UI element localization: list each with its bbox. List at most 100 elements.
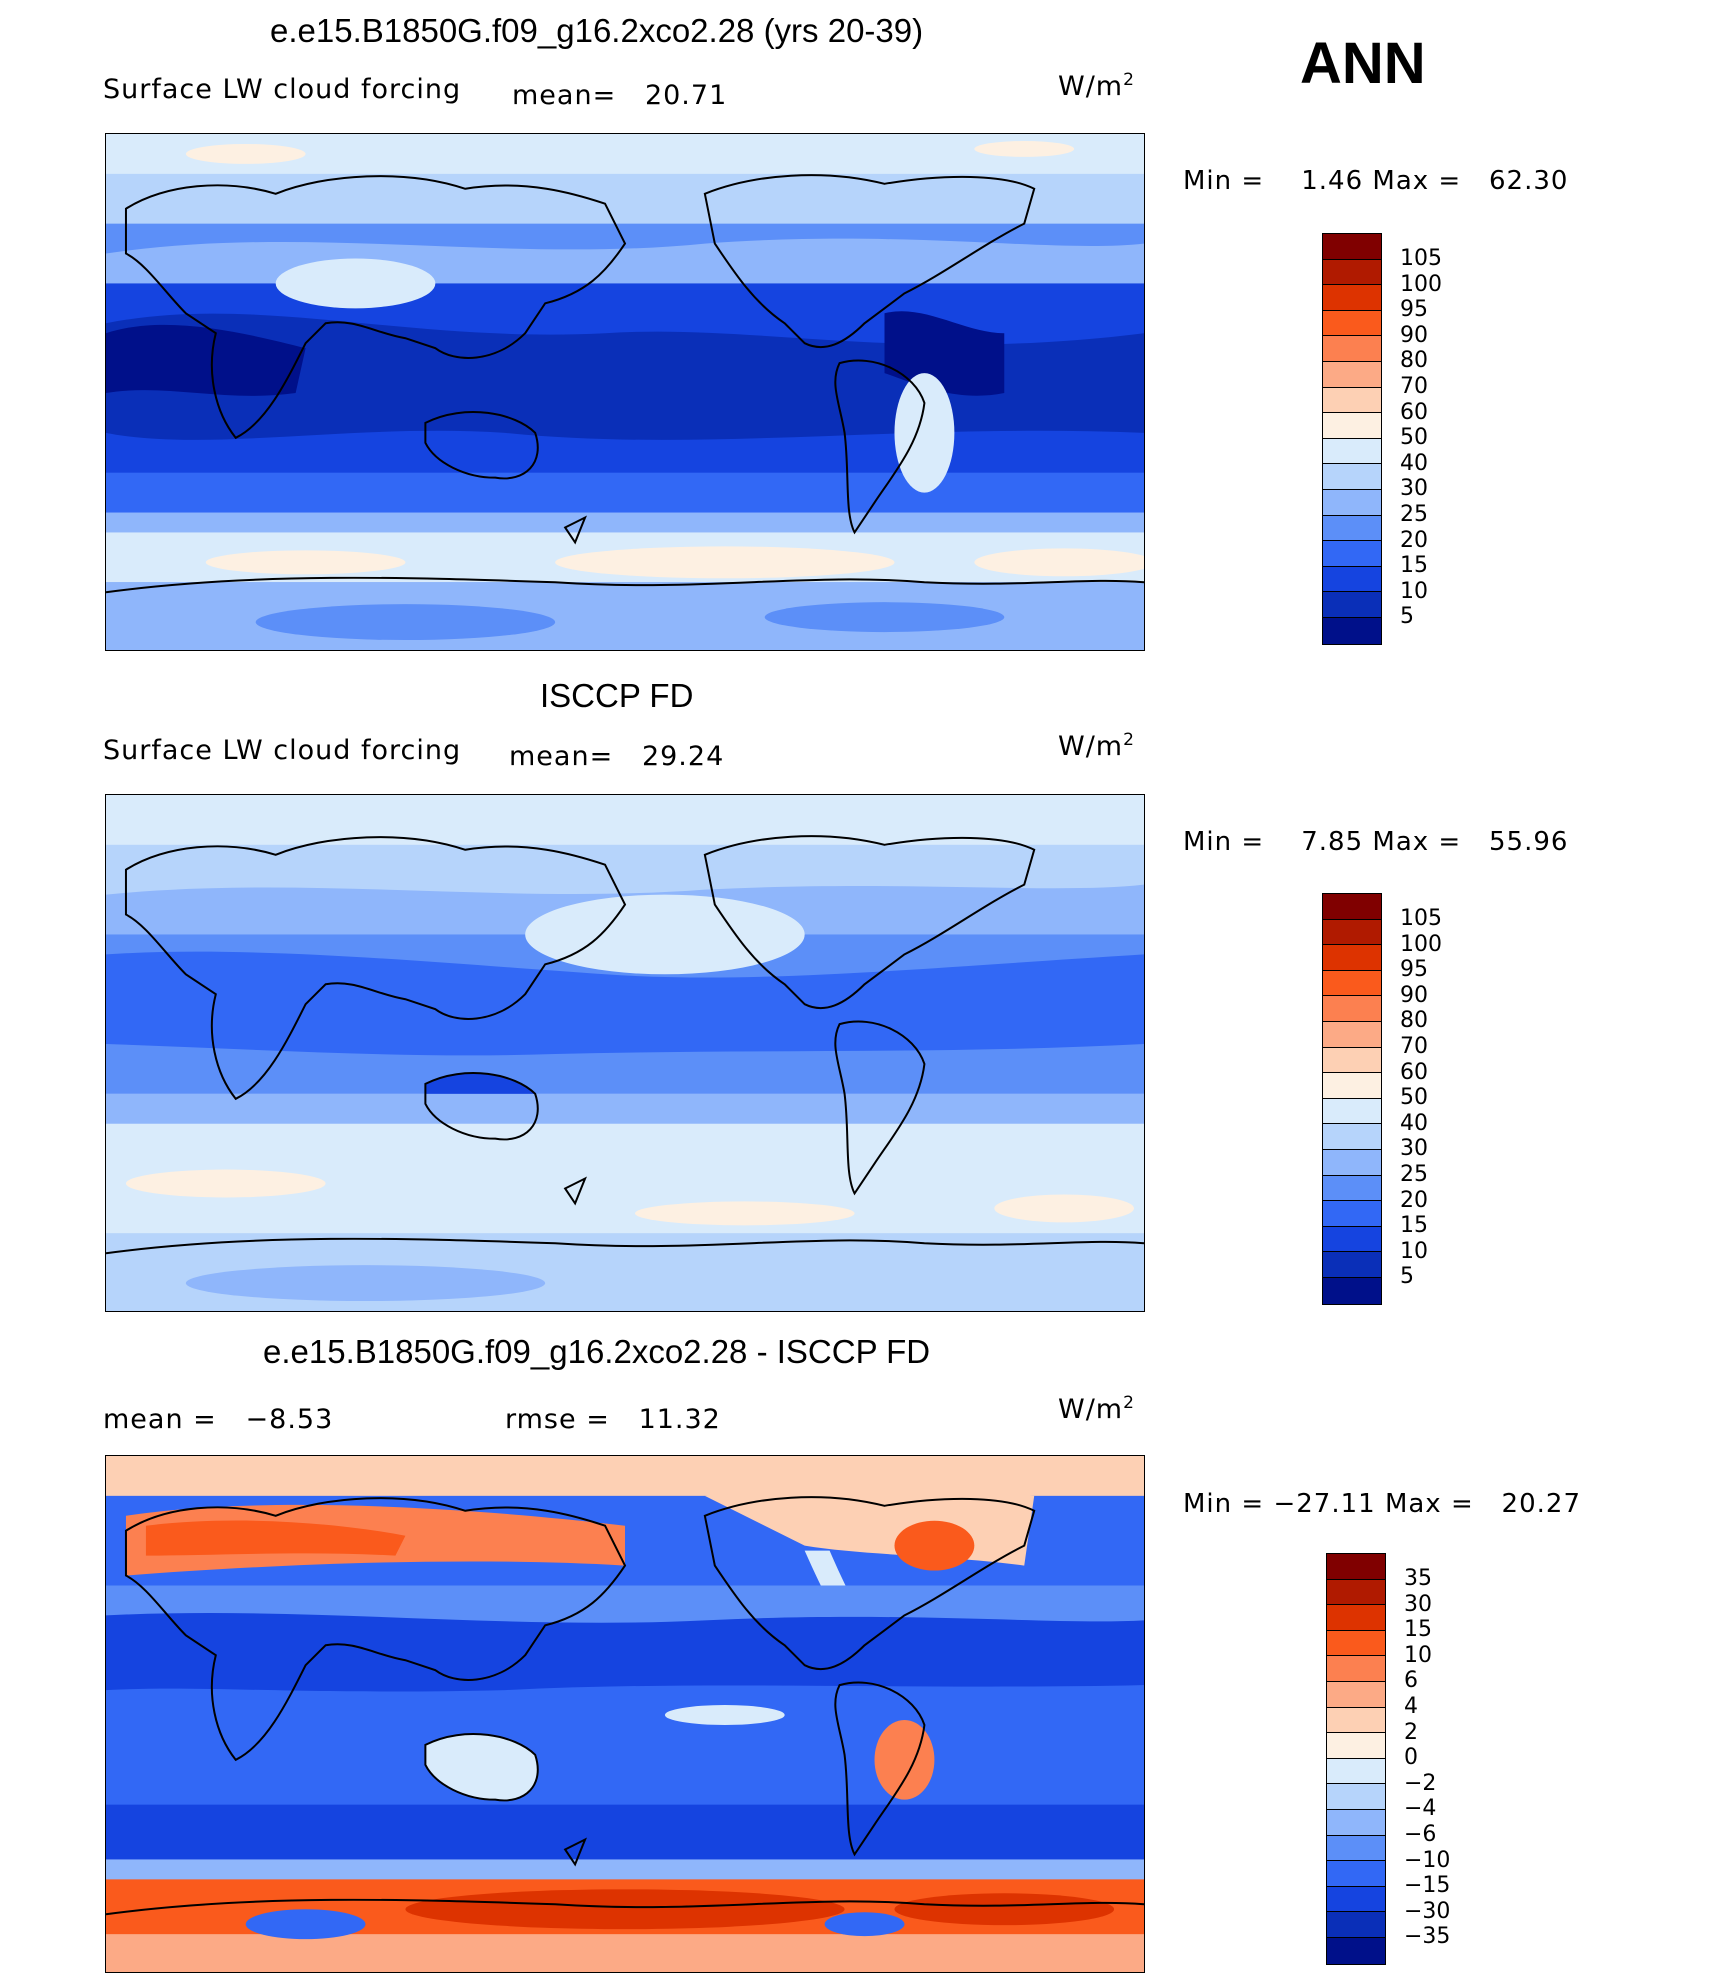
colorbar-level-label: 40 xyxy=(1400,450,1428,476)
colorbar-swatch xyxy=(1327,1861,1385,1887)
season-label: ANN xyxy=(1300,31,1426,96)
colorbar-level-label: 50 xyxy=(1400,425,1428,451)
panel2-minmax: Min = 7.85 Max = 55.96 xyxy=(1183,827,1569,857)
colorbar-level-label: 40 xyxy=(1400,1110,1428,1136)
colorbar-swatch xyxy=(1323,413,1381,439)
colorbar-swatch xyxy=(1323,1149,1381,1176)
colorbar-swatch xyxy=(1323,285,1381,311)
panel3-map xyxy=(105,1455,1145,1973)
colorbar-swatch xyxy=(1323,1073,1381,1099)
colorbar-swatch xyxy=(1323,1226,1381,1253)
panel3-rmse-value: 11.32 xyxy=(638,1404,721,1435)
colorbar-level-label: 0 xyxy=(1404,1745,1418,1771)
panel1-map-svg xyxy=(106,134,1144,650)
colorbar-swatch xyxy=(1327,1758,1385,1785)
colorbar-swatch xyxy=(1327,1835,1385,1862)
colorbar-swatch xyxy=(1327,1554,1385,1580)
colorbar-swatch xyxy=(1327,1605,1385,1631)
panel3-colorbar xyxy=(1326,1553,1386,1965)
colorbar-swatch xyxy=(1323,1277,1381,1304)
panel2-colorbar-labels: 105 100 95 90 80 70 60 50 40 30 25 20 15 10 5 xyxy=(1400,906,1442,1290)
colorbar-swatch xyxy=(1323,1124,1381,1150)
colorbar-swatch xyxy=(1323,1047,1381,1074)
panel2-colorbar xyxy=(1322,893,1382,1305)
colorbar-swatch xyxy=(1323,1175,1381,1202)
colorbar-swatch xyxy=(1323,919,1381,946)
panel3-rmse: rmse = 11.32 xyxy=(505,1404,721,1435)
colorbar-swatch xyxy=(1323,361,1381,388)
panel1-minmax: Min = 1.46 Max = 62.30 xyxy=(1183,166,1569,196)
colorbar-swatch xyxy=(1327,1707,1385,1734)
colorbar-level-label: −10 xyxy=(1404,1847,1451,1873)
colorbar-swatch xyxy=(1323,1252,1381,1278)
colorbar-swatch xyxy=(1327,1912,1385,1938)
colorbar-level-label: 30 xyxy=(1404,1591,1432,1617)
colorbar-swatch xyxy=(1323,617,1381,644)
colorbar-level-label: 60 xyxy=(1400,399,1428,425)
colorbar-level-label: 6 xyxy=(1404,1668,1418,1694)
panel3-mean: mean = −8.53 xyxy=(103,1404,334,1435)
colorbar-swatch xyxy=(1323,970,1381,997)
panel1-colorbar-labels: 105 100 95 90 80 70 60 50 40 30 25 20 15 10 5 xyxy=(1400,246,1442,630)
colorbar-level-label: 80 xyxy=(1400,348,1428,374)
panel3-map-svg xyxy=(106,1456,1144,1972)
panel2-map-svg xyxy=(106,795,1144,1311)
colorbar-swatch xyxy=(1327,1886,1385,1913)
colorbar-swatch xyxy=(1323,234,1381,260)
panel3-unit: W/m2 xyxy=(1058,1393,1135,1425)
colorbar-level-label: −30 xyxy=(1404,1898,1451,1924)
colorbar-level-label: 90 xyxy=(1400,982,1428,1008)
colorbar-level-label: −35 xyxy=(1404,1924,1451,1950)
colorbar-level-label: 50 xyxy=(1400,1085,1428,1111)
colorbar-level-label: 10 xyxy=(1400,578,1428,604)
colorbar-swatch xyxy=(1327,1937,1385,1964)
panel2-unit: W/m2 xyxy=(1058,730,1135,762)
colorbar-level-label: 105 xyxy=(1400,906,1442,931)
colorbar-swatch xyxy=(1327,1681,1385,1708)
colorbar-swatch xyxy=(1323,336,1381,362)
colorbar-level-label: −2 xyxy=(1404,1770,1437,1796)
colorbar-level-label: 100 xyxy=(1400,271,1442,297)
colorbar-swatch xyxy=(1323,1021,1381,1048)
colorbar-level-label: 15 xyxy=(1404,1617,1432,1643)
colorbar-swatch xyxy=(1327,1579,1385,1606)
colorbar-level-label: 35 xyxy=(1404,1566,1432,1591)
colorbar-level-label: 4 xyxy=(1404,1693,1418,1719)
colorbar-level-label: 100 xyxy=(1400,931,1442,957)
colorbar-level-label: 10 xyxy=(1400,1238,1428,1264)
colorbar-level-label: 30 xyxy=(1400,1136,1428,1162)
colorbar-swatch xyxy=(1323,515,1381,542)
colorbar-swatch xyxy=(1327,1784,1385,1810)
panel2-mean-value: 29.24 xyxy=(641,741,725,772)
panel1-unit: W/m2 xyxy=(1058,70,1135,102)
colorbar-swatch xyxy=(1323,1201,1381,1227)
panel1-mean-value: 20.71 xyxy=(644,80,728,111)
colorbar-level-label: −6 xyxy=(1404,1821,1437,1847)
colorbar-swatch xyxy=(1327,1656,1385,1682)
panel3-title: e.e15.B1850G.f09_g16.2xco2.28 - ISCCP FD xyxy=(263,1333,931,1370)
colorbar-level-label: 10 xyxy=(1404,1642,1432,1668)
colorbar-swatch xyxy=(1323,387,1381,414)
colorbar-level-label: 30 xyxy=(1400,476,1428,502)
colorbar-swatch xyxy=(1323,996,1381,1022)
colorbar-swatch xyxy=(1323,1098,1381,1125)
colorbar-level-label: 95 xyxy=(1400,957,1428,983)
colorbar-level-label: 95 xyxy=(1400,297,1428,323)
panel1-colorbar xyxy=(1322,233,1382,645)
colorbar-level-label: −15 xyxy=(1404,1873,1451,1899)
panel1-variable-label: Surface LW cloud forcing xyxy=(103,74,462,105)
panel1-map xyxy=(105,133,1145,651)
colorbar-swatch xyxy=(1327,1733,1385,1759)
colorbar-level-label: 25 xyxy=(1400,1161,1428,1187)
colorbar-level-label: 105 xyxy=(1400,246,1442,271)
colorbar-swatch xyxy=(1323,310,1381,337)
panel3-mean-value: −8.53 xyxy=(245,1404,334,1435)
panel2-mean-label: mean= 29.24 xyxy=(509,741,725,772)
colorbar-level-label: 20 xyxy=(1400,527,1428,553)
panel1-title: e.e15.B1850G.f09_g16.2xco2.28 (yrs 20-39… xyxy=(270,12,924,49)
colorbar-level-label: 20 xyxy=(1400,1187,1428,1213)
panel3-minmax: Min = −27.11 Max = 20.27 xyxy=(1183,1489,1581,1519)
colorbar-swatch xyxy=(1323,945,1381,971)
colorbar-swatch xyxy=(1323,259,1381,286)
colorbar-level-label: 15 xyxy=(1400,1213,1428,1239)
